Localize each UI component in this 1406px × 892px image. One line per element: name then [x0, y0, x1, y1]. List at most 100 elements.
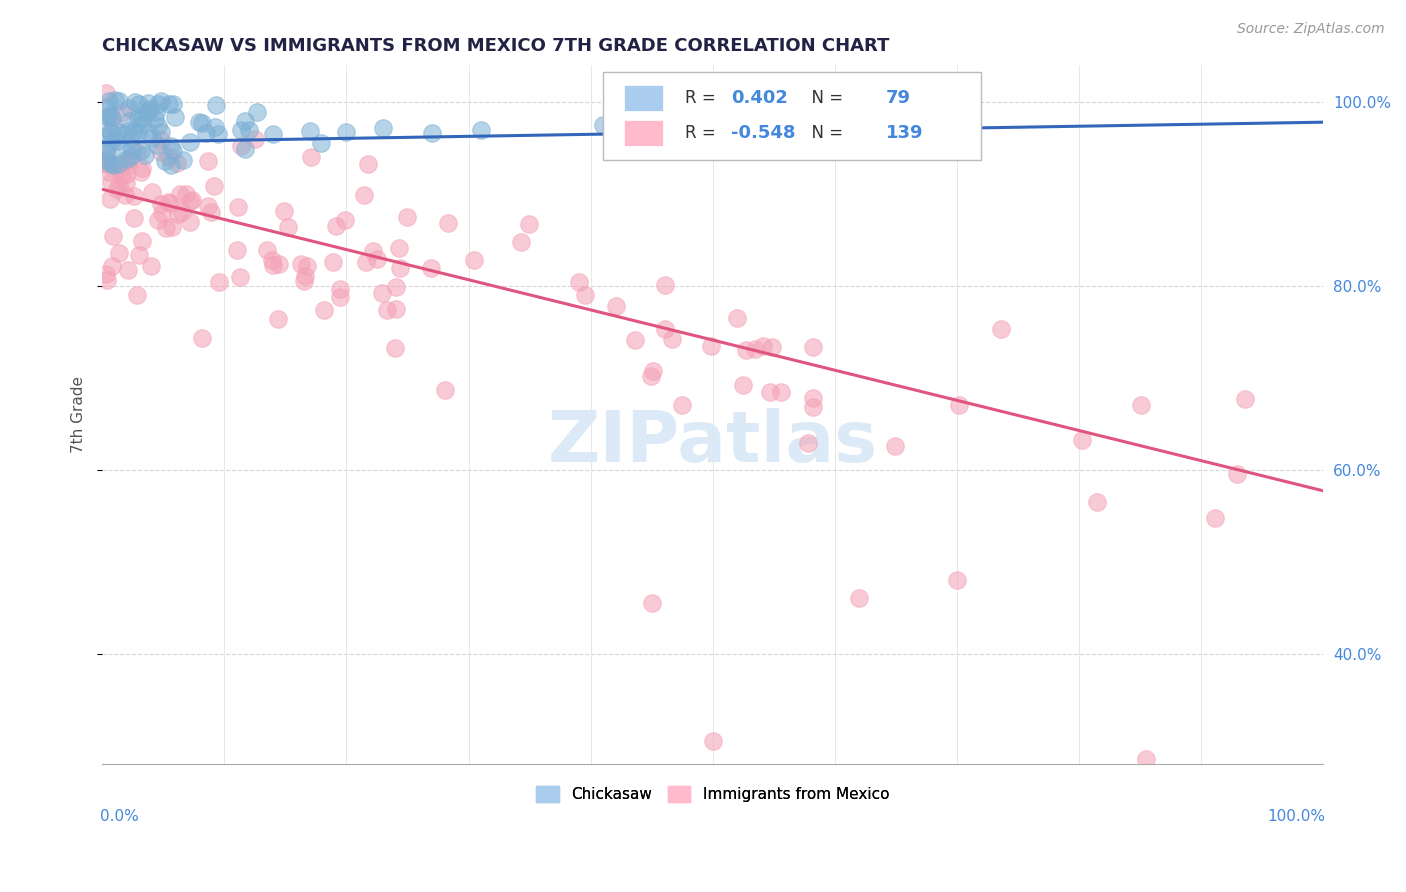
Point [105, 182, 128, 196]
Point [107, 160, 129, 174]
Point [96, 128, 118, 143]
Point [759, 385, 782, 400]
Point [243, 132, 266, 146]
Point [797, 435, 820, 450]
Point [262, 258, 284, 272]
Point [165, 110, 187, 124]
Point [204, 98, 226, 112]
Point [1204, 511, 1226, 525]
Point [162, 144, 184, 158]
Point [309, 136, 332, 150]
Point [200, 205, 222, 219]
Text: 100.0%: 100.0% [1268, 809, 1326, 824]
Point [366, 252, 388, 267]
Point [329, 290, 352, 304]
Point [361, 244, 384, 259]
Point [389, 261, 412, 276]
Point [129, 165, 152, 179]
Text: 0.402: 0.402 [731, 89, 787, 107]
Point [104, 93, 127, 107]
Point [267, 312, 290, 326]
Point [187, 114, 209, 128]
FancyBboxPatch shape [624, 85, 662, 112]
Point [641, 363, 664, 377]
Point [143, 112, 166, 127]
Point [129, 144, 152, 158]
Point [118, 114, 141, 128]
Point [94, 86, 117, 100]
Point [384, 341, 406, 355]
Point [1135, 752, 1157, 766]
Point [295, 259, 318, 273]
Point [125, 145, 148, 160]
Point [574, 288, 596, 302]
Point [375, 303, 398, 318]
Point [262, 127, 284, 141]
Point [94, 145, 117, 160]
Point [702, 734, 724, 748]
Point [1087, 495, 1109, 509]
Point [170, 204, 193, 219]
Point [146, 137, 169, 152]
Point [141, 185, 163, 199]
Point [260, 252, 283, 267]
Point [96, 156, 118, 170]
Point [136, 125, 159, 139]
Point [371, 120, 394, 135]
Point [96, 156, 118, 170]
Point [179, 135, 201, 149]
Point [131, 234, 153, 248]
Point [162, 97, 184, 112]
Text: ZIPatlas: ZIPatlas [548, 408, 877, 477]
Point [122, 211, 145, 225]
Point [100, 135, 122, 149]
Point [752, 338, 775, 352]
Point [948, 397, 970, 411]
Point [120, 130, 142, 145]
Point [568, 275, 591, 289]
Point [111, 128, 134, 142]
Point [207, 127, 229, 141]
Point [100, 126, 122, 140]
Point [329, 282, 352, 296]
Point [150, 94, 173, 108]
Point [98, 192, 121, 206]
Point [1130, 398, 1153, 412]
Point [115, 176, 138, 190]
Point [98, 124, 121, 138]
Text: CHICKASAW VS IMMIGRANTS FROM MEXICO 7TH GRADE CORRELATION CHART: CHICKASAW VS IMMIGRANTS FROM MEXICO 7TH … [103, 37, 890, 55]
Point [769, 384, 792, 399]
Point [114, 188, 136, 202]
Point [256, 244, 278, 258]
Point [325, 219, 347, 233]
Point [733, 377, 755, 392]
Point [208, 275, 231, 289]
Point [135, 106, 157, 120]
Point [624, 333, 647, 347]
Point [420, 126, 443, 140]
Point [273, 203, 295, 218]
Point [801, 391, 824, 405]
Text: R =: R = [685, 89, 721, 107]
Point [129, 112, 152, 126]
Point [246, 104, 269, 119]
Point [517, 217, 540, 231]
Text: -0.548: -0.548 [731, 124, 796, 142]
Point [117, 124, 139, 138]
Text: R =: R = [685, 124, 721, 142]
Text: Source: ZipAtlas.com: Source: ZipAtlas.com [1237, 22, 1385, 37]
Point [128, 96, 150, 111]
Point [801, 340, 824, 354]
Point [654, 322, 676, 336]
Point [157, 97, 180, 112]
Point [1234, 392, 1257, 407]
Point [111, 141, 134, 155]
Point [139, 259, 162, 273]
Point [509, 235, 531, 249]
Point [131, 117, 153, 131]
Point [111, 169, 134, 184]
Point [127, 112, 149, 126]
Point [94, 100, 117, 114]
Point [122, 124, 145, 138]
Point [111, 104, 134, 119]
